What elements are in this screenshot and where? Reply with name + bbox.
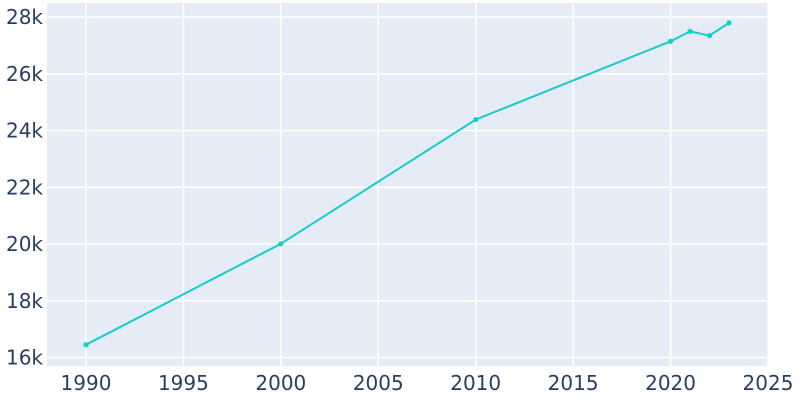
x-tick-label-2005: 2005 — [353, 371, 404, 395]
x-tick-label-2025: 2025 — [743, 371, 794, 395]
x-tick-label-2000: 2000 — [255, 371, 306, 395]
y-tick-label-28k: 28k — [6, 5, 43, 29]
data-point-1990[interactable] — [83, 342, 89, 348]
data-point-2020[interactable] — [667, 38, 674, 44]
y-tick-label-22k: 22k — [6, 175, 43, 199]
y-tick-label-16k: 16k — [6, 345, 43, 369]
x-tick-label-1990: 1990 — [61, 371, 112, 395]
x-axis-tick-labels: 1990 1995 2000 2005 2010 2015 2020 2025 — [61, 371, 794, 395]
data-point-2000[interactable] — [278, 241, 284, 247]
y-axis-tick-labels: 16k 18k 20k 22k 24k 26k 28k — [6, 5, 43, 369]
y-tick-label-24k: 24k — [6, 119, 43, 143]
y-tick-label-20k: 20k — [6, 232, 43, 256]
x-tick-label-2020: 2020 — [645, 371, 696, 395]
series-group — [83, 20, 732, 348]
plot-area — [47, 3, 768, 366]
x-tick-label-2010: 2010 — [450, 371, 501, 395]
x-grid-lines — [85, 3, 769, 366]
y-tick-label-26k: 26k — [6, 62, 43, 86]
y-tick-label-18k: 18k — [6, 289, 43, 313]
data-point-2021[interactable] — [687, 28, 693, 34]
x-tick-label-1995: 1995 — [158, 371, 209, 395]
y-grid-lines — [47, 16, 768, 359]
x-tick-label-2015: 2015 — [548, 371, 599, 395]
data-point-2023[interactable] — [726, 20, 732, 26]
data-point-2010[interactable] — [473, 116, 479, 123]
data-point-2022[interactable] — [706, 33, 713, 39]
